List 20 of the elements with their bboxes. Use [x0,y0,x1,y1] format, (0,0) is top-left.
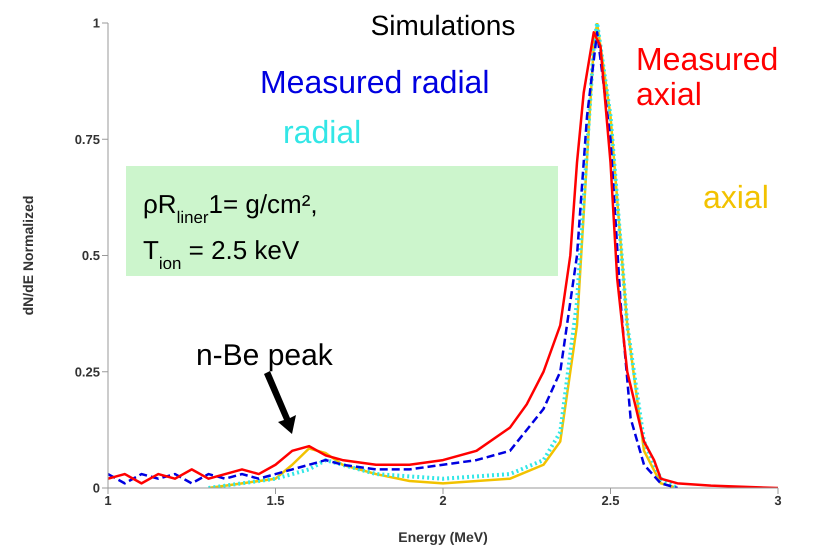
annotation: T$_{ion}$ = 2.5 keV [143,235,300,272]
y-axis-title: dN/dE Normalized [20,196,36,316]
text: radial [283,114,362,150]
y-tick-label: 0 [92,480,100,496]
y-tick-label: 0.25 [74,364,100,380]
x-tick-label: 1.5 [266,493,285,508]
x-axis-title: Energy (MeV) [398,529,488,545]
text: axial [703,179,769,215]
x-tick-label: 1 [104,493,112,508]
y-tick-label: 0.75 [74,132,100,147]
series-label: Measured axial [636,41,778,112]
x-tick-label: 2 [439,493,447,508]
annotation: ρR$_{liner}$1= g/cm², [143,189,318,226]
text: Measured radial [260,64,490,100]
annotation: n-Be peak [196,339,334,372]
x-tick-label: 2.5 [601,493,620,508]
y-tick-label: 1 [92,16,100,31]
x-tick-label: 3 [774,493,782,508]
y-tick-label: 0.5 [82,248,100,264]
chart-title: Simulations [370,10,516,41]
